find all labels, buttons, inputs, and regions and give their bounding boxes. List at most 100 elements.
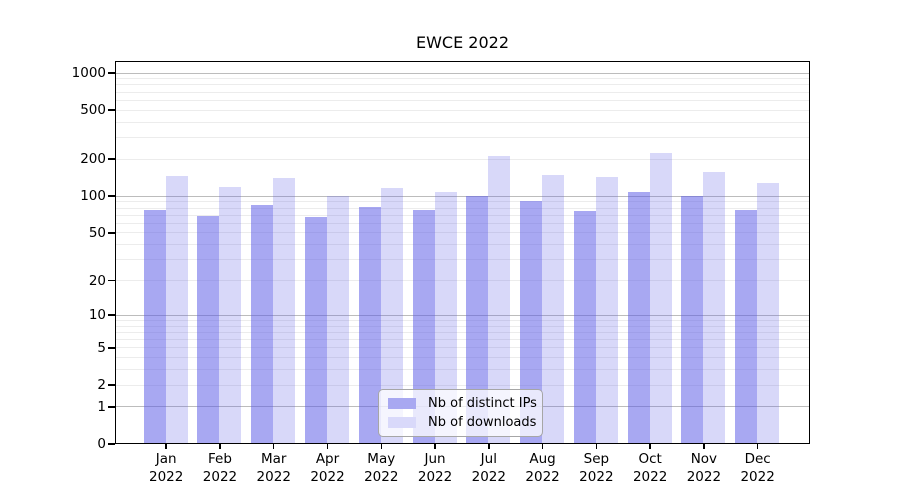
y-tick-mark-10: [108, 314, 115, 316]
bar-mar-nb-of-downloads: [273, 177, 296, 444]
gridline-major-1000: [116, 72, 809, 74]
gridline-minor-30: [116, 259, 809, 261]
y-tick-label-1: 1: [97, 398, 106, 415]
x-tick-mark-dec: [756, 444, 759, 449]
x-tick-year-dec: 2022: [740, 469, 775, 485]
y-tick-mark-2: [108, 384, 115, 386]
y-tick-mark-50: [108, 232, 115, 234]
bar-feb-nb-of-downloads: [219, 186, 242, 444]
x-tick-label-jun: Jun: [424, 451, 446, 467]
y-tick-mark-5: [108, 347, 115, 349]
bar-may-nb-of-downloads: [380, 188, 403, 444]
gridline-minor-600: [116, 99, 809, 101]
x-tick-year-apr: 2022: [310, 469, 345, 485]
x-tick-year-jun: 2022: [417, 469, 453, 485]
y-tick-label-1000: 1000: [71, 65, 106, 81]
legend-item-nb-of-distinct-ips: Nb of distinct IPs: [388, 396, 537, 411]
x-tick-label-jan: Jan: [155, 451, 177, 467]
gridline-minor-200: [116, 158, 809, 160]
legend-label-nb-of-downloads: Nb of downloads: [428, 415, 537, 430]
gridline-minor-700: [116, 91, 809, 93]
x-tick-year-may: 2022: [364, 469, 399, 485]
y-tick-mark-1: [108, 406, 115, 408]
y-tick-label-200: 200: [80, 151, 106, 168]
x-tick-label-jul: Jul: [480, 451, 497, 467]
bar-jan-nb-of-distinct-ips: [143, 210, 166, 444]
x-tick-year-oct: 2022: [632, 469, 668, 485]
plot-area: [115, 61, 810, 444]
bar-nov-nb-of-distinct-ips: [681, 195, 704, 444]
legend: Nb of distinct IPs Nb of downloads: [378, 389, 543, 437]
bar-oct-nb-of-downloads: [649, 153, 672, 444]
bar-oct-nb-of-distinct-ips: [627, 191, 650, 444]
x-tick-year-aug: 2022: [525, 469, 560, 485]
x-tick-label-mar: Mar: [260, 451, 287, 467]
y-tick-label-50: 50: [88, 224, 106, 241]
x-tick-mark-apr: [326, 444, 329, 449]
x-tick-mark-jul: [488, 444, 490, 449]
bar-apr-nb-of-distinct-ips: [305, 216, 327, 444]
legend-swatch-nb-of-distinct-ips-icon: [388, 398, 416, 409]
y-tick-label-2: 2: [97, 377, 106, 393]
gridline-minor-3: [116, 369, 809, 371]
x-tick-mark-feb: [219, 444, 221, 449]
x-tick-label-feb: Feb: [208, 451, 232, 467]
y-tick-mark-200: [108, 158, 115, 160]
y-tick-label-20: 20: [88, 272, 106, 289]
gridline-minor-70: [116, 214, 809, 216]
x-tick-year-mar: 2022: [256, 469, 291, 485]
bar-apr-nb-of-downloads: [327, 195, 349, 444]
legend-label-nb-of-distinct-ips: Nb of distinct IPs: [428, 396, 537, 411]
x-tick-mark-may: [380, 444, 383, 449]
gridline-minor-300: [116, 137, 809, 139]
y-tick-label-0: 0: [97, 436, 106, 452]
y-tick-mark-20: [108, 279, 115, 282]
gridline-minor-40: [116, 244, 809, 246]
gridline-minor-6: [116, 339, 809, 340]
gridline-minor-5: [116, 347, 809, 349]
x-tick-label-apr: Apr: [315, 451, 340, 467]
y-tick-mark-500: [108, 109, 115, 111]
x-tick-label-may: May: [367, 451, 396, 467]
bar-jul-nb-of-distinct-ips: [466, 196, 489, 444]
x-tick-label-dec: Dec: [744, 451, 771, 467]
y-tick-mark-0: [108, 443, 115, 445]
x-tick-year-jan: 2022: [149, 469, 184, 485]
gridline-minor-2: [116, 384, 809, 386]
legend-item-nb-of-downloads: Nb of downloads: [388, 415, 537, 430]
chart-title: EWCE 2022: [415, 33, 509, 52]
gridline-minor-50: [116, 232, 809, 234]
x-tick-mark-aug: [541, 444, 544, 449]
x-tick-mark-sep: [595, 444, 598, 449]
bar-feb-nb-of-distinct-ips: [197, 216, 220, 444]
gridline-minor-9: [116, 319, 809, 321]
x-tick-mark-jun: [434, 444, 436, 449]
gridline-minor-400: [116, 121, 809, 123]
gridline-minor-8: [116, 325, 809, 327]
gridline-major-10: [116, 314, 809, 316]
gridline-minor-80: [116, 207, 809, 209]
bar-nov-nb-of-downloads: [703, 171, 726, 444]
gridline-minor-900: [116, 78, 809, 80]
bar-dec-nb-of-downloads: [757, 182, 780, 444]
y-tick-label-100: 100: [80, 188, 106, 205]
legend-swatch-nb-of-downloads-icon: [388, 417, 416, 428]
bar-jul-nb-of-downloads: [488, 155, 511, 444]
x-tick-label-oct: Oct: [638, 451, 662, 467]
y-tick-label-10: 10: [88, 307, 106, 324]
gridline-minor-20: [116, 280, 809, 281]
gridline-minor-90: [116, 201, 809, 203]
gridline-minor-7: [116, 331, 809, 333]
bar-mar-nb-of-distinct-ips: [251, 204, 274, 444]
bar-may-nb-of-distinct-ips: [358, 206, 381, 444]
x-tick-mark-nov: [703, 444, 705, 449]
bar-sep-nb-of-distinct-ips: [573, 210, 596, 444]
x-tick-year-sep: 2022: [579, 469, 614, 485]
y-tick-mark-100: [108, 195, 115, 197]
bar-aug-nb-of-distinct-ips: [520, 200, 543, 444]
gridline-minor-4: [116, 357, 809, 359]
gridline-minor-800: [116, 84, 809, 86]
bar-dec-nb-of-distinct-ips: [735, 209, 758, 444]
x-tick-year-nov: 2022: [686, 469, 722, 485]
